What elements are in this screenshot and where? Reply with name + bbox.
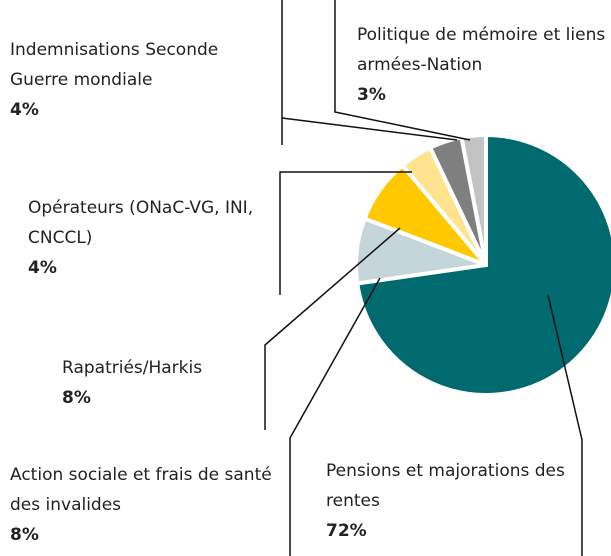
value-label: 72% [326,521,367,541]
leader-line [279,171,412,295]
leader-line [281,117,458,141]
value-label: 4% [28,258,57,278]
category-label: Pensions et majorations des rentes [326,461,565,511]
category-label: Rapatriés/Harkis [62,358,203,378]
slice-label: Politique de mémoire et liens armées-Nat… [357,20,607,110]
value-label: 3% [357,85,386,105]
category-label: Politique de mémoire et liens armées-Nat… [357,25,606,75]
leader-line [264,227,401,430]
slice-label: Rapatriés/Harkis 8% [62,353,262,413]
category-label: Action sociale et frais de santé des inv… [10,465,272,515]
category-label: Opérateurs (ONaC-VG, INI, CNCCL) [28,198,254,248]
leader-lines [264,0,583,556]
leader-line [547,294,583,556]
slice-label: Pensions et majorations des rentes 72% [326,456,586,546]
value-label: 4% [10,100,39,120]
value-label: 8% [62,388,91,408]
value-label: 8% [10,525,39,545]
slice-label: Indemnisations Seconde Guerre mondiale 4% [10,35,275,125]
leader-line [334,0,471,141]
pie-slice [355,132,611,397]
category-label: Indemnisations Seconde Guerre mondiale [10,40,219,90]
leader-line [289,277,381,556]
slice-label: Action sociale et frais de santé des inv… [10,460,280,550]
slice-label: Opérateurs (ONaC-VG, INI, CNCCL) 4% [28,193,278,283]
